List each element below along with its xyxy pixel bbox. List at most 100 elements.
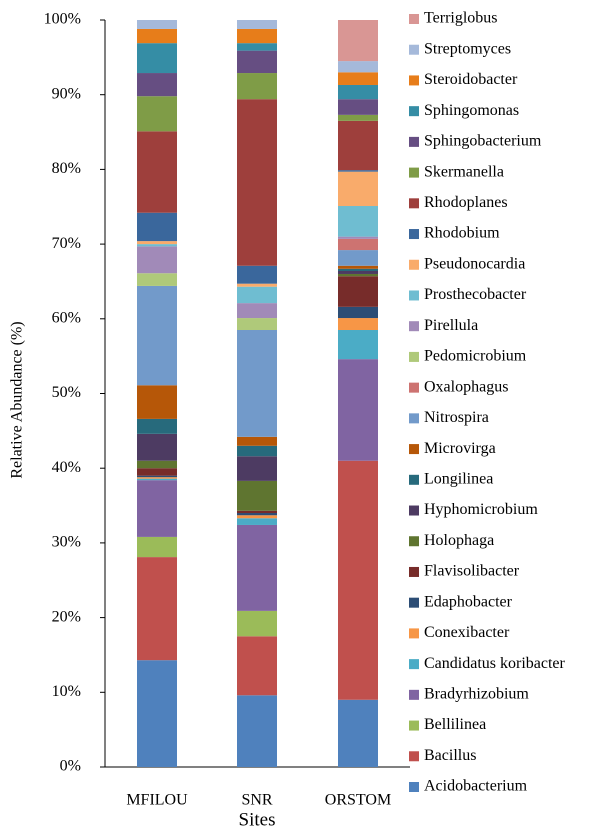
legend-label: Pirellula <box>424 317 478 334</box>
bar-segment <box>338 306 378 319</box>
bar-segment <box>237 636 277 696</box>
x-tick-label: SNR <box>241 792 272 809</box>
x-tick-label: ORSTOM <box>325 792 391 809</box>
legend-swatch <box>409 75 419 86</box>
bar-segment <box>237 283 277 287</box>
legend-swatch <box>409 751 419 762</box>
legend-label: Pseudonocardia <box>424 255 525 272</box>
bar-segment <box>137 468 177 476</box>
legend-swatch <box>409 106 419 117</box>
bar-segment <box>237 286 277 304</box>
bar-segment <box>338 330 378 360</box>
bar-segment <box>237 50 277 74</box>
bar-segment <box>237 20 277 29</box>
y-tick-label: 70% <box>52 235 81 252</box>
legend-label: Hyphomicrobium <box>424 501 538 518</box>
legend-swatch <box>409 782 419 792</box>
bar-segment <box>338 359 378 461</box>
bar-segment <box>137 557 177 661</box>
x-axis-label: Sites <box>239 809 276 830</box>
bar-segment <box>137 96 177 132</box>
legend-swatch <box>409 505 419 516</box>
bar-segment <box>137 212 177 242</box>
legend-swatch <box>409 167 419 178</box>
legend-label: Skermanella <box>424 163 504 180</box>
bar-segment <box>237 99 277 266</box>
bar-segment <box>237 330 277 437</box>
bar-segment <box>338 270 378 274</box>
bar-segment <box>137 433 177 461</box>
bar-segment <box>237 510 277 514</box>
bar-segment <box>137 28 177 44</box>
legend-label: Prosthecobacter <box>424 286 527 303</box>
bar-segment <box>137 460 177 469</box>
bar-segment <box>137 131 177 213</box>
legend-label: Pedomicrobium <box>424 348 527 365</box>
bar-segment <box>338 206 378 237</box>
legend-swatch <box>409 14 419 24</box>
bar-segment <box>338 265 378 269</box>
bar-segment <box>237 265 277 284</box>
bar-segment <box>137 246 177 274</box>
bar-segment <box>338 72 378 85</box>
legend-label: Nitrospira <box>424 409 489 426</box>
legend-swatch <box>409 229 419 240</box>
bar-segment <box>237 456 277 481</box>
bar-segment <box>237 303 277 319</box>
y-tick-label: 10% <box>52 683 81 700</box>
bar-segment <box>237 695 277 767</box>
bar-segment <box>137 20 177 29</box>
legend-swatch <box>409 290 419 301</box>
legend-label: Conexibacter <box>424 624 510 641</box>
bar-segment <box>237 513 277 516</box>
legend-label: Rhodobium <box>424 225 500 242</box>
legend-label: Edaphobacter <box>424 593 513 610</box>
bar-segment <box>338 84 378 100</box>
y-tick-label: 30% <box>52 534 81 551</box>
bar-segment <box>137 660 177 767</box>
bar-segment <box>237 28 277 44</box>
legend-swatch <box>409 474 419 485</box>
legend-swatch <box>409 413 419 424</box>
legend-label: Longilinea <box>424 470 493 487</box>
y-tick-label: 20% <box>52 608 81 625</box>
bar-segment <box>137 73 177 97</box>
bar-segment <box>137 478 177 481</box>
legend-label: Streptomyces <box>424 40 511 57</box>
y-tick-label: 90% <box>52 85 81 102</box>
bar-segment <box>338 276 378 307</box>
y-tick-label: 50% <box>52 384 81 401</box>
legend-swatch <box>409 628 419 639</box>
bar-segment <box>237 524 277 611</box>
bar-segment <box>137 475 177 478</box>
y-tick-label: 40% <box>52 459 81 476</box>
bar-segment <box>237 73 277 100</box>
legend-swatch <box>409 597 419 608</box>
legend-swatch <box>409 720 419 731</box>
legend-swatch <box>409 44 419 55</box>
bar-segment <box>137 285 177 386</box>
legend-swatch <box>409 198 419 209</box>
bar-segment <box>137 536 177 558</box>
legend-label: Oxalophagus <box>424 378 508 395</box>
x-tick-label: MFILOU <box>126 792 188 809</box>
y-tick-label: 80% <box>52 160 81 177</box>
bar-segment <box>338 236 378 239</box>
legend-swatch <box>409 351 419 362</box>
legend-label: Bradyrhizobium <box>424 686 529 703</box>
bar-segment <box>338 61 378 73</box>
bar-segment <box>237 436 277 446</box>
legend-swatch <box>409 444 419 455</box>
legend-label: Candidatus koribacter <box>424 655 566 672</box>
legend-label: Steroidobacter <box>424 71 518 88</box>
legend-label: Acidobacterium <box>424 778 528 795</box>
legend-label: Rhodoplanes <box>424 194 508 211</box>
bar-segment <box>338 250 378 266</box>
legend-swatch <box>409 536 419 547</box>
legend-label: Bacillus <box>424 747 476 764</box>
bar-segment <box>338 114 378 121</box>
bar-segment <box>338 238 378 251</box>
bar-segment <box>137 244 177 247</box>
bar-segment <box>338 273 378 277</box>
